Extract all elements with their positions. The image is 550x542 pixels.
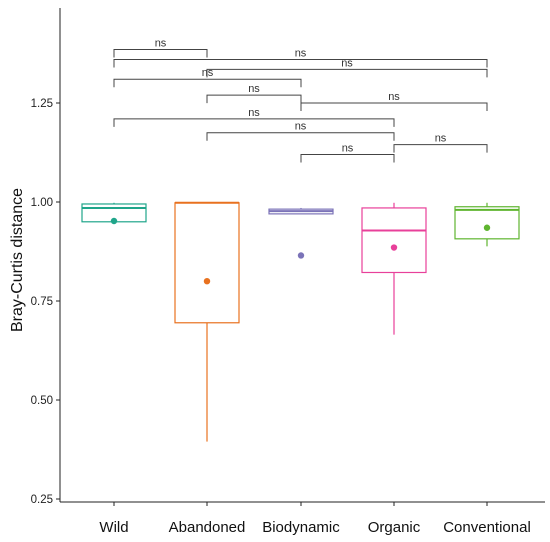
bracket-line <box>206 68 488 78</box>
box-abandoned <box>174 201 240 442</box>
significance-bracket: ns <box>113 67 302 88</box>
significance-bracket: ns <box>113 38 208 58</box>
bracket-label: ns <box>202 67 214 79</box>
box-organic <box>361 202 427 335</box>
x-ticks: Wild Abandoned Biodynamic Organic Convention… <box>99 502 531 536</box>
bracket-label: ns <box>388 91 400 103</box>
mean-point <box>483 224 491 231</box>
bracket-line <box>393 144 488 153</box>
y-ticks: 0.25 0.50 0.75 1.00 1.25 <box>31 98 60 506</box>
bracket-line <box>113 118 395 127</box>
bracket-line <box>300 102 488 111</box>
significance-bracket: ns <box>113 47 488 68</box>
x-category-label: Biodynamic <box>262 519 340 536</box>
mean-point <box>110 217 118 225</box>
bracket-line <box>206 94 302 104</box>
significance-bracket: ns <box>300 91 488 111</box>
boxes <box>81 201 520 442</box>
bracket-label: ns <box>248 83 260 95</box>
box-wild <box>81 202 147 225</box>
bracket-label: ns <box>435 133 447 145</box>
significance-bracket: ns <box>206 83 302 104</box>
mean-point <box>297 252 305 259</box>
box-conventional <box>454 202 520 247</box>
significance-bracket: ns <box>393 133 488 153</box>
y-tick-label: 0.50 <box>31 395 53 407</box>
axes <box>59 8 545 503</box>
y-axis-title: Bray-Curtis distance <box>9 188 26 332</box>
bracket-line <box>206 132 395 141</box>
significance-bracket: ns <box>113 107 395 127</box>
significance-bracket: ns <box>206 121 395 141</box>
bracket-label: ns <box>248 107 260 119</box>
y-tick-label: 0.75 <box>31 296 53 308</box>
y-tick-label: 0.25 <box>31 494 53 506</box>
box-biodynamic <box>268 207 334 259</box>
y-tick-label: 1.25 <box>31 98 53 110</box>
box-iqr <box>174 202 240 324</box>
significance-bracket: ns <box>206 57 488 78</box>
bracket-label: ns <box>342 142 354 154</box>
significance-brackets: ns ns ns ns ns ns ns ns ns ns <box>113 38 488 163</box>
bracket-label: ns <box>295 47 307 59</box>
x-category-label: Wild <box>99 519 128 536</box>
mean-point <box>203 278 211 285</box>
x-category-label: Conventional <box>443 519 531 536</box>
bracket-label: ns <box>341 57 353 69</box>
bracket-line <box>113 58 488 68</box>
bracket-label: ns <box>155 38 167 50</box>
bracket-label: ns <box>295 121 307 133</box>
box-iqr <box>454 206 520 240</box>
bracket-line <box>300 153 395 163</box>
bracket-line <box>113 78 302 88</box>
significance-bracket: ns <box>300 142 395 163</box>
y-tick-label: 1.00 <box>31 197 53 209</box>
mean-point <box>390 244 398 251</box>
box-iqr <box>361 207 427 274</box>
bracket-line <box>113 49 208 58</box>
x-category-label: Organic <box>368 519 421 536</box>
x-category-label: Abandoned <box>169 519 246 536</box>
